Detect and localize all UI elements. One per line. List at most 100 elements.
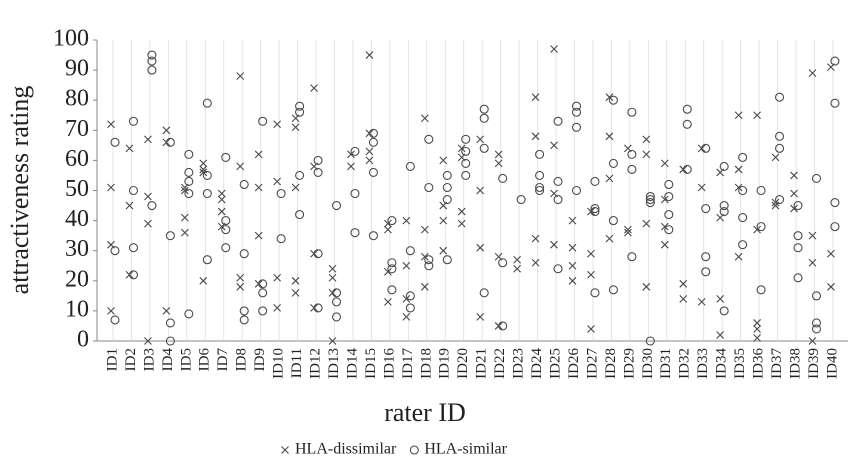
point-shape xyxy=(384,297,392,306)
x-tick-label: ID18 xyxy=(418,348,434,379)
point xyxy=(697,183,706,192)
point xyxy=(771,198,780,207)
point-shape xyxy=(144,192,152,201)
point xyxy=(605,132,614,141)
point xyxy=(202,255,212,265)
point xyxy=(808,69,817,77)
point xyxy=(328,273,337,282)
point-shape xyxy=(402,313,411,321)
x-tick-label: ID29 xyxy=(621,348,637,379)
point xyxy=(827,249,835,258)
point-shape xyxy=(365,147,374,156)
point xyxy=(331,312,342,322)
point xyxy=(664,225,674,235)
point xyxy=(498,173,508,184)
point-shape xyxy=(199,168,208,177)
point xyxy=(258,279,268,289)
point xyxy=(660,195,669,204)
point-shape xyxy=(476,243,485,252)
point xyxy=(734,165,743,174)
point-shape xyxy=(281,446,289,454)
point-shape xyxy=(660,240,669,249)
y-tick-label: 20 xyxy=(65,266,89,292)
point xyxy=(202,170,212,180)
point xyxy=(660,240,669,249)
point xyxy=(442,194,452,205)
point xyxy=(409,445,419,455)
y-tick-label: 100 xyxy=(53,26,89,52)
point xyxy=(571,122,582,132)
point xyxy=(682,164,692,174)
point xyxy=(236,162,245,171)
point xyxy=(405,246,415,256)
point xyxy=(405,161,415,171)
x-tick-label: ID28 xyxy=(603,348,619,379)
y-tick-label: 30 xyxy=(65,236,89,262)
point xyxy=(313,155,323,165)
point xyxy=(587,270,595,279)
point-shape xyxy=(753,325,761,333)
point xyxy=(682,104,692,114)
point xyxy=(239,179,249,190)
point xyxy=(128,185,139,196)
point xyxy=(550,240,558,249)
x-tick-label: ID34 xyxy=(714,348,730,379)
point xyxy=(442,182,452,193)
y-tick-label: 0 xyxy=(77,327,89,353)
point xyxy=(217,195,226,204)
point xyxy=(476,135,485,144)
point xyxy=(347,150,355,159)
point-shape xyxy=(771,153,780,162)
point-shape xyxy=(457,219,466,228)
point xyxy=(236,282,245,291)
point xyxy=(239,315,249,325)
y-axis-label: attractiveness rating xyxy=(5,86,34,295)
point-shape xyxy=(808,231,817,240)
point xyxy=(605,93,614,102)
x-tick-label: ID25 xyxy=(547,348,563,379)
point xyxy=(679,279,688,288)
x-tick-label: ID3 xyxy=(141,348,157,371)
point xyxy=(461,158,471,168)
point-shape xyxy=(162,307,171,315)
point xyxy=(734,252,743,261)
point xyxy=(402,313,411,321)
point-shape xyxy=(494,159,503,168)
point-shape xyxy=(384,267,392,276)
x-tick-label: ID39 xyxy=(806,348,822,379)
point-shape xyxy=(328,337,337,345)
point xyxy=(738,213,748,223)
point xyxy=(535,185,545,196)
point xyxy=(550,45,558,53)
point xyxy=(719,161,729,171)
point xyxy=(457,144,466,153)
point-shape xyxy=(254,183,263,192)
point xyxy=(387,264,397,274)
point-shape xyxy=(476,313,485,321)
point xyxy=(384,267,392,276)
point-shape xyxy=(328,273,337,282)
point-shape xyxy=(402,261,411,270)
point xyxy=(128,116,139,126)
point xyxy=(479,113,489,123)
point xyxy=(165,137,175,147)
point-shape xyxy=(531,132,540,141)
x-tick-label: ID38 xyxy=(787,348,803,379)
point xyxy=(402,294,411,303)
point xyxy=(424,261,434,271)
point xyxy=(590,176,600,187)
point xyxy=(331,288,342,298)
point xyxy=(623,228,632,237)
point xyxy=(457,207,466,216)
point xyxy=(202,188,212,199)
point-shape xyxy=(291,276,300,285)
point xyxy=(295,101,305,111)
point xyxy=(405,303,415,313)
point xyxy=(531,132,540,141)
point-shape xyxy=(236,162,245,171)
point-shape xyxy=(531,234,540,243)
point xyxy=(180,228,189,237)
point xyxy=(442,255,452,265)
point xyxy=(756,185,766,196)
x-tick-label: ID15 xyxy=(363,348,379,379)
